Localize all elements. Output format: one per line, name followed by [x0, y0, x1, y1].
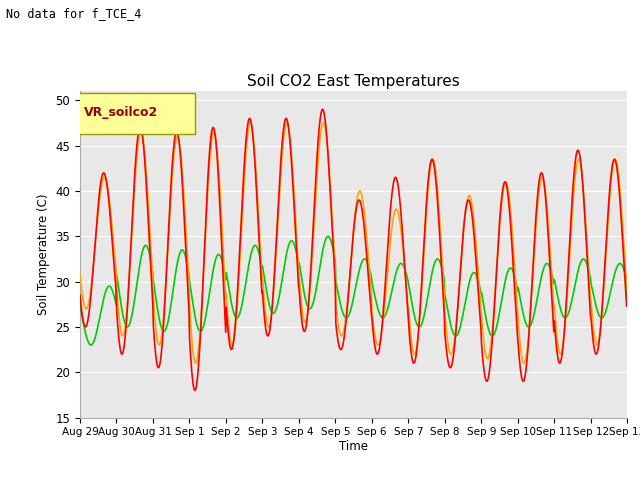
Text: VR_soilco2: VR_soilco2: [84, 106, 159, 119]
Y-axis label: Soil Temperature (C): Soil Temperature (C): [37, 193, 50, 315]
Text: No data for f_TCE_4: No data for f_TCE_4: [6, 7, 142, 20]
X-axis label: Time: Time: [339, 440, 368, 453]
FancyBboxPatch shape: [77, 93, 195, 133]
Legend: -2cm, -4cm, -8cm: -2cm, -4cm, -8cm: [224, 476, 483, 480]
Title: Soil CO2 East Temperatures: Soil CO2 East Temperatures: [247, 73, 460, 89]
